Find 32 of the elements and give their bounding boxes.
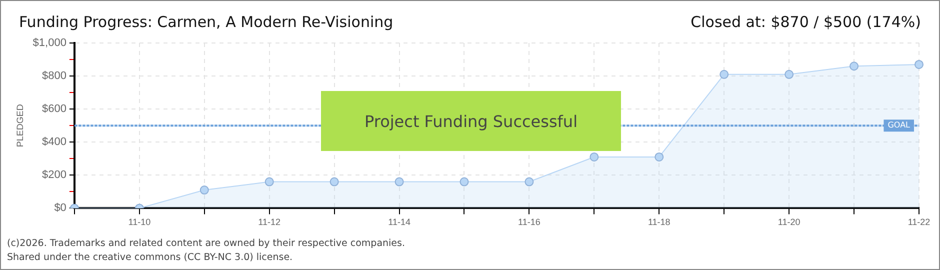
point <box>330 177 339 186</box>
y-tick-label: $600 <box>42 103 66 116</box>
x-tick-label: 11-20 <box>778 217 800 228</box>
text: Shared under the creative commons (CC BY-NC 3.0) license. <box>7 252 293 263</box>
point <box>460 177 469 186</box>
x-tick-label: 11-12 <box>258 217 281 228</box>
x-tick-label: 11-22 <box>908 217 930 228</box>
point <box>914 60 924 69</box>
point <box>654 152 664 162</box>
x-tick-label: 11-14 <box>388 217 410 228</box>
stamp-banner: Project Funding Successful <box>321 91 621 151</box>
x-tick-label: 11-16 <box>518 217 540 228</box>
point <box>784 70 794 79</box>
point <box>394 177 404 186</box>
ref-line-label: GOAL <box>888 120 911 130</box>
point <box>720 70 729 79</box>
point <box>524 177 534 186</box>
chart-subtitle: Closed at: $870 / $500 (174%) <box>690 13 921 31</box>
x-tick-label: 11-10 <box>128 217 151 228</box>
y-axis-title: PLEDGED <box>14 104 25 148</box>
y-tick-label: $1,000 <box>32 37 66 50</box>
point <box>850 62 859 71</box>
text: (c)2026. Trademarks and related content are owned by their respective companies. <box>7 238 405 249</box>
point <box>200 186 209 195</box>
point <box>264 177 274 186</box>
chart-title: Funding Progress: Carmen, A Modern Re-Visioning <box>19 13 394 31</box>
y-tick-label: $200 <box>42 169 66 182</box>
y-tick-label: $0 <box>54 202 66 214</box>
x-tick-label: 11-18 <box>648 217 670 228</box>
y-tick-label: $400 <box>42 136 66 148</box>
y-tick-label: $800 <box>42 70 66 82</box>
point <box>590 152 599 162</box>
